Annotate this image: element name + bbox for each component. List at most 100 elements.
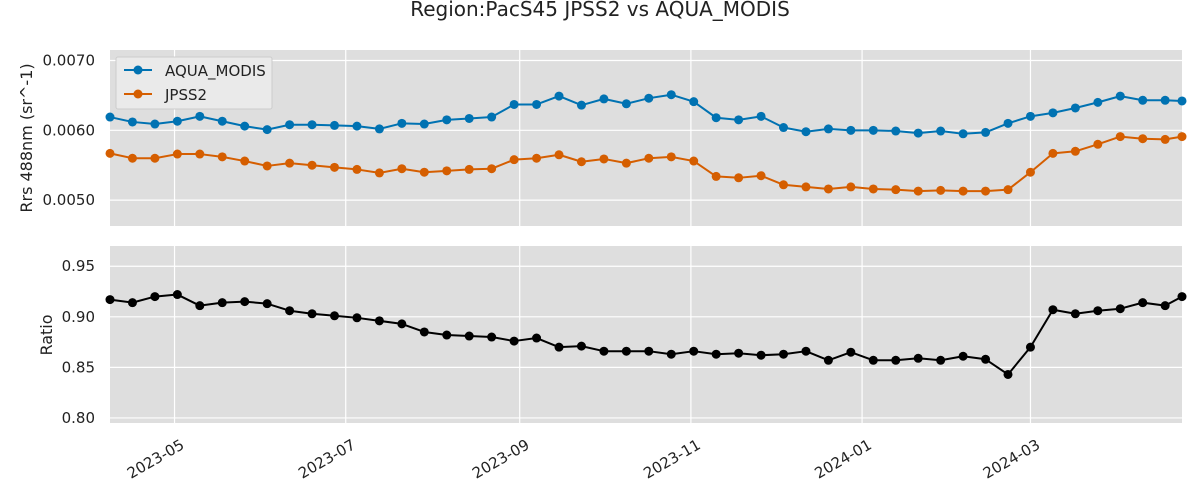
data-point-aqua-modis — [127, 117, 137, 127]
top-y-axis-label: Rrs 488nm (sr^-1) — [17, 63, 36, 212]
data-point-ratio — [1138, 298, 1148, 308]
data-point-aqua-modis — [599, 94, 609, 104]
data-point-aqua-modis — [419, 119, 429, 129]
data-point-jpss2 — [554, 150, 564, 160]
data-point-aqua-modis — [397, 118, 407, 128]
data-point-aqua-modis — [195, 111, 205, 121]
data-point-ratio — [127, 298, 137, 308]
data-point-aqua-modis — [621, 99, 631, 109]
data-point-jpss2 — [532, 153, 542, 163]
data-point-aqua-modis — [1160, 95, 1170, 105]
data-point-jpss2 — [981, 186, 991, 196]
data-point-ratio — [195, 301, 205, 311]
data-point-jpss2 — [666, 152, 676, 162]
data-point-ratio — [576, 341, 586, 351]
top-panel: 0.0050 0.0060 0.0070 Rrs 488nm (sr^-1) AQU… — [17, 50, 1187, 226]
data-point-jpss2 — [1003, 185, 1013, 195]
data-point-jpss2 — [958, 186, 968, 196]
data-point-ratio — [330, 311, 339, 321]
data-point-aqua-modis — [105, 112, 115, 122]
data-point-aqua-modis — [779, 123, 789, 133]
data-point-jpss2 — [397, 164, 407, 174]
data-point-ratio — [958, 351, 968, 361]
data-point-aqua-modis — [1138, 95, 1148, 105]
data-point-jpss2 — [150, 153, 160, 163]
data-point-ratio — [509, 336, 519, 346]
data-point-ratio — [1003, 369, 1013, 379]
data-point-ratio — [644, 346, 654, 356]
data-point-jpss2 — [689, 156, 699, 166]
data-point-jpss2 — [891, 185, 901, 195]
data-point-aqua-modis — [217, 116, 227, 126]
legend-marker-aqua-modis — [133, 65, 143, 75]
data-point-ratio — [352, 313, 362, 323]
data-point-jpss2 — [217, 152, 227, 162]
data-point-ratio — [217, 298, 227, 308]
data-point-aqua-modis — [756, 111, 766, 121]
data-point-ratio — [779, 349, 789, 359]
data-point-jpss2 — [307, 160, 317, 170]
top-y-tick-label: 0.0050 — [43, 191, 96, 209]
data-point-aqua-modis — [711, 113, 721, 123]
data-point-ratio — [487, 332, 497, 342]
data-point-jpss2 — [576, 157, 586, 167]
data-point-aqua-modis — [958, 129, 968, 139]
data-point-aqua-modis — [285, 120, 295, 130]
top-y-tick-label: 0.0070 — [43, 51, 96, 69]
data-point-ratio — [801, 346, 811, 356]
data-point-jpss2 — [240, 156, 250, 166]
data-point-jpss2 — [599, 154, 609, 164]
data-point-ratio — [621, 346, 631, 356]
data-point-aqua-modis — [442, 115, 452, 125]
data-point-aqua-modis — [330, 120, 339, 130]
data-point-ratio — [419, 327, 429, 337]
data-point-aqua-modis — [846, 125, 856, 135]
data-point-ratio — [981, 354, 991, 364]
data-point-ratio — [307, 309, 317, 319]
data-point-jpss2 — [285, 158, 295, 168]
data-point-jpss2 — [846, 182, 856, 192]
data-point-ratio — [1048, 305, 1058, 315]
data-point-ratio — [846, 347, 856, 357]
data-point-jpss2 — [621, 158, 631, 168]
data-point-jpss2 — [1160, 134, 1170, 144]
bottom-panel: 0.80 0.85 0.90 0.95 Ratio — [37, 246, 1187, 427]
data-point-ratio — [262, 299, 272, 309]
data-point-jpss2 — [1138, 134, 1148, 144]
data-point-ratio — [442, 330, 452, 340]
data-point-jpss2 — [644, 153, 654, 163]
data-point-ratio — [105, 295, 115, 305]
data-point-jpss2 — [1048, 148, 1058, 158]
data-point-aqua-modis — [352, 121, 362, 131]
bottom-plot-area — [110, 246, 1182, 423]
data-point-aqua-modis — [487, 112, 497, 122]
x-tick-label: 2024-01 — [812, 436, 875, 483]
data-point-aqua-modis — [150, 119, 160, 129]
data-point-aqua-modis — [689, 97, 699, 107]
x-tick-label: 2023-09 — [469, 436, 532, 483]
data-point-jpss2 — [352, 164, 362, 174]
data-point-aqua-modis — [554, 91, 564, 101]
data-point-jpss2 — [464, 164, 474, 174]
data-point-ratio — [868, 355, 878, 365]
bottom-y-tick-label: 0.80 — [62, 409, 95, 427]
data-point-ratio — [150, 292, 160, 302]
data-point-aqua-modis — [1115, 91, 1125, 101]
data-point-ratio — [1025, 342, 1035, 352]
data-point-aqua-modis — [644, 93, 654, 103]
data-point-ratio — [689, 346, 699, 356]
data-point-ratio — [397, 319, 407, 329]
data-point-ratio — [666, 349, 676, 359]
top-plot-area — [110, 50, 1182, 226]
data-point-jpss2 — [419, 167, 429, 177]
data-point-ratio — [532, 333, 542, 343]
data-point-ratio — [823, 355, 833, 365]
data-point-jpss2 — [172, 149, 182, 159]
data-point-jpss2 — [1177, 132, 1187, 142]
data-point-jpss2 — [330, 162, 339, 172]
x-tick-label: 2023-07 — [295, 436, 358, 483]
data-point-ratio — [936, 355, 946, 365]
data-point-ratio — [374, 316, 384, 326]
legend-label-jpss2: JPSS2 — [164, 86, 207, 104]
